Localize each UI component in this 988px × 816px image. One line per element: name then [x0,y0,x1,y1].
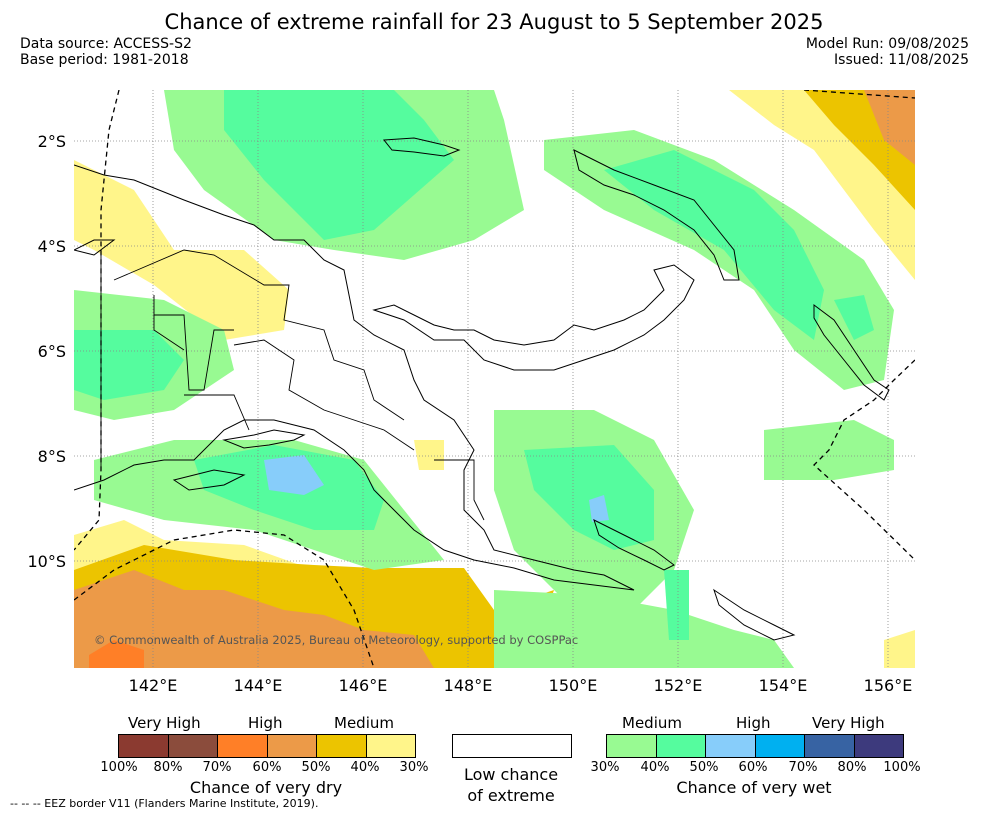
map-title: Chance of extreme rainfall for 23 August… [164,10,824,34]
lon-label: 152°E [653,676,703,695]
lon-label: 154°E [758,676,808,695]
lat-label: 2°S [37,132,66,151]
wet-tick: 70% [788,760,818,775]
dry-swatch [317,735,367,757]
low-chance-caption: Low chance of extreme [440,764,582,806]
lat-label: 4°S [37,237,66,256]
lat-label: 6°S [37,342,66,361]
map-gridlines [74,90,915,668]
dry-level-medium: Medium [334,714,394,732]
dry-colorbar [118,734,416,758]
wet-swatch [854,735,903,757]
lon-label: 156°E [863,676,913,695]
wet-swatch [656,735,706,757]
wet-tick: 100% [883,760,921,775]
wet-caption: Chance of very wet [676,778,832,797]
meta-left: Data source: ACCESS-S2 Base period: 1981… [20,36,192,68]
wet-swatch [755,735,805,757]
lon-label: 142°E [128,676,178,695]
low-chance-line1: Low chance [463,765,559,784]
issued-date: Issued: 11/08/2025 [834,52,969,68]
dry-tick: 40% [350,760,380,775]
wet-tick: 60% [738,760,768,775]
lon-label: 150°E [548,676,598,695]
dry-swatch [267,735,317,757]
base-period: Base period: 1981-2018 [20,52,189,68]
dry-level-very-high: Very High [128,714,201,732]
lon-label: 146°E [338,676,388,695]
wet-tick: 80% [837,760,867,775]
dry-swatch [218,735,268,757]
wet-tick: 50% [689,760,719,775]
wet-tick: 30% [590,760,620,775]
low-chance-line2: of extreme [467,786,555,805]
wet-swatch [805,735,855,757]
dry-swatch [119,735,169,757]
wet-level-very-high: Very High [812,714,885,732]
wet-level-medium: Medium [622,714,682,732]
lon-label: 148°E [443,676,493,695]
dry-tick: 60% [252,760,282,775]
dry-tick: 70% [202,760,232,775]
dry-tick: 30% [399,760,429,775]
rainfall-map [74,90,915,668]
model-run: Model Run: 09/08/2025 [805,36,969,52]
data-source: Data source: ACCESS-S2 [20,36,192,52]
copyright-notice: © Commonwealth of Australia 2025, Bureau… [94,633,579,647]
lat-label: 8°S [37,447,66,466]
wet-swatch [706,735,756,757]
lon-label: 144°E [233,676,283,695]
lat-label: 10°S [27,552,66,571]
eez-note: -- -- -- EEZ border V11 (Flanders Marine… [10,797,319,810]
dry-caption: Chance of very dry [189,778,343,797]
wet-swatch [607,735,657,757]
meta-right: Model Run: 09/08/2025 Issued: 11/08/2025 [806,36,969,68]
eez-borders [74,90,915,668]
dry-swatch [366,735,415,757]
dry-tick: 100% [100,760,138,775]
wet-tick: 40% [640,760,670,775]
wet-colorbar [606,734,904,758]
dry-tick: 80% [153,760,183,775]
wet-level-high: High [736,714,771,732]
wet-regions [74,90,894,668]
dry-tick: 50% [301,760,331,775]
coastlines [74,137,890,641]
dry-swatch [168,735,218,757]
dry-level-high: High [248,714,283,732]
low-chance-swatch [452,734,572,758]
